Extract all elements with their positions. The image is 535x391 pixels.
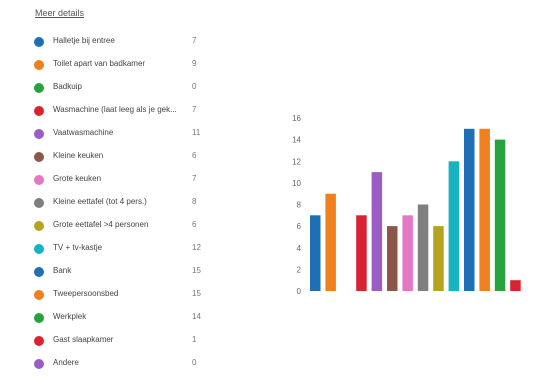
legend-value: 11 bbox=[192, 128, 201, 137]
y-tick-label: 8 bbox=[297, 201, 302, 210]
legend-swatch bbox=[34, 221, 44, 231]
legend-item: Badkuip 0 bbox=[34, 79, 206, 102]
legend-label: Werkplek bbox=[53, 312, 87, 321]
legend-value: 8 bbox=[192, 197, 197, 206]
legend-item: Wasmachine (laat leeg als je gek... 7 bbox=[34, 102, 206, 125]
bar[interactable] bbox=[387, 226, 398, 291]
legend-item: Grote keuken 7 bbox=[34, 171, 206, 194]
legend-swatch bbox=[34, 359, 44, 369]
bar[interactable] bbox=[402, 215, 413, 291]
legend-label: Toilet apart van badkamer bbox=[53, 59, 146, 68]
legend-label: Gast slaapkamer bbox=[53, 335, 114, 344]
legend-item: Toilet apart van badkamer 9 bbox=[34, 56, 206, 79]
legend-item: Tweepersoonsbed 15 bbox=[34, 286, 206, 309]
legend-item: Grote eettafel >4 personen 6 bbox=[34, 217, 206, 240]
legend-item: Bank 15 bbox=[34, 263, 206, 286]
bar[interactable] bbox=[479, 128, 490, 291]
bar[interactable] bbox=[433, 226, 444, 291]
legend-label: Wasmachine (laat leeg als je gek... bbox=[53, 105, 177, 114]
bar-chart: 0 2 4 6 8 10 12 14 16 bbox=[292, 114, 521, 296]
more-details-link[interactable]: Meer details bbox=[35, 8, 85, 18]
legend-label: Badkuip bbox=[53, 82, 82, 91]
legend-value: 14 bbox=[192, 312, 201, 321]
legend-swatch bbox=[34, 290, 44, 300]
bar[interactable] bbox=[325, 193, 336, 291]
legend-value: 6 bbox=[192, 220, 197, 229]
legend-item: Werkplek 14 bbox=[34, 309, 206, 332]
y-tick-label: 0 bbox=[297, 287, 302, 296]
legend-label: Halletje bij entree bbox=[53, 36, 115, 45]
bar[interactable] bbox=[310, 215, 321, 291]
legend-item: Kleine keuken 6 bbox=[34, 148, 206, 171]
legend-item: TV + tv-kastje 12 bbox=[34, 240, 206, 263]
bar[interactable] bbox=[448, 161, 460, 292]
legend-value: 7 bbox=[192, 105, 197, 114]
legend-label: Kleine eettafel (tot 4 pers.) bbox=[53, 197, 147, 206]
bar[interactable] bbox=[417, 204, 429, 292]
y-tick-label: 14 bbox=[292, 136, 301, 145]
legend-value: 9 bbox=[192, 59, 197, 68]
legend-item: Gast slaapkamer 1 bbox=[34, 332, 206, 355]
legend-label: Grote keuken bbox=[53, 174, 102, 183]
y-tick-label: 16 bbox=[292, 114, 301, 123]
legend-label: Andere bbox=[53, 358, 79, 367]
bar[interactable] bbox=[356, 215, 367, 291]
legend-item: Kleine eettafel (tot 4 pers.) 8 bbox=[34, 194, 206, 217]
legend-value: 1 bbox=[192, 335, 197, 344]
legend-swatch bbox=[34, 175, 44, 185]
bar[interactable] bbox=[510, 280, 521, 291]
legend-value: 12 bbox=[192, 243, 201, 252]
legend-swatch bbox=[34, 313, 44, 323]
y-tick-label: 2 bbox=[297, 265, 302, 274]
legend-value: 0 bbox=[192, 82, 197, 91]
legend-value: 15 bbox=[192, 289, 201, 298]
legend-label: Bank bbox=[53, 266, 72, 275]
legend-swatch bbox=[34, 267, 44, 277]
legend-swatch bbox=[34, 37, 44, 47]
legend-item: Halletje bij entree 7 bbox=[34, 33, 206, 56]
bar[interactable] bbox=[494, 139, 506, 291]
legend-label: Kleine keuken bbox=[53, 151, 104, 160]
y-tick-label: 4 bbox=[297, 244, 302, 253]
y-tick-label: 10 bbox=[292, 179, 301, 188]
legend-label: Tweepersoonsbed bbox=[53, 289, 119, 298]
legend-swatch bbox=[34, 336, 44, 346]
legend-value: 7 bbox=[192, 174, 197, 183]
bar[interactable] bbox=[464, 128, 475, 291]
legend-label: TV + tv-kastje bbox=[53, 243, 103, 252]
chart-legend: Halletje bij entree 7 Toilet apart van bad… bbox=[34, 33, 206, 378]
legend-swatch bbox=[34, 106, 44, 116]
legend-item: Vaatwasmachine 11 bbox=[34, 125, 206, 148]
legend-value: 6 bbox=[192, 151, 197, 160]
legend-swatch bbox=[34, 60, 44, 70]
legend-swatch bbox=[34, 152, 44, 162]
legend-value: 0 bbox=[192, 358, 197, 367]
legend-swatch bbox=[34, 129, 44, 139]
y-tick-label: 12 bbox=[292, 157, 301, 166]
legend-value: 15 bbox=[192, 266, 201, 275]
legend-value: 7 bbox=[192, 36, 197, 45]
legend-label: Grote eettafel >4 personen bbox=[53, 220, 149, 229]
bar[interactable] bbox=[371, 172, 383, 291]
legend-swatch bbox=[34, 244, 44, 254]
legend-swatch bbox=[34, 83, 44, 93]
legend-label: Vaatwasmachine bbox=[53, 128, 114, 137]
y-tick-label: 6 bbox=[297, 222, 302, 231]
legend-item: Andere 0 bbox=[34, 355, 206, 378]
legend-swatch bbox=[34, 198, 44, 208]
